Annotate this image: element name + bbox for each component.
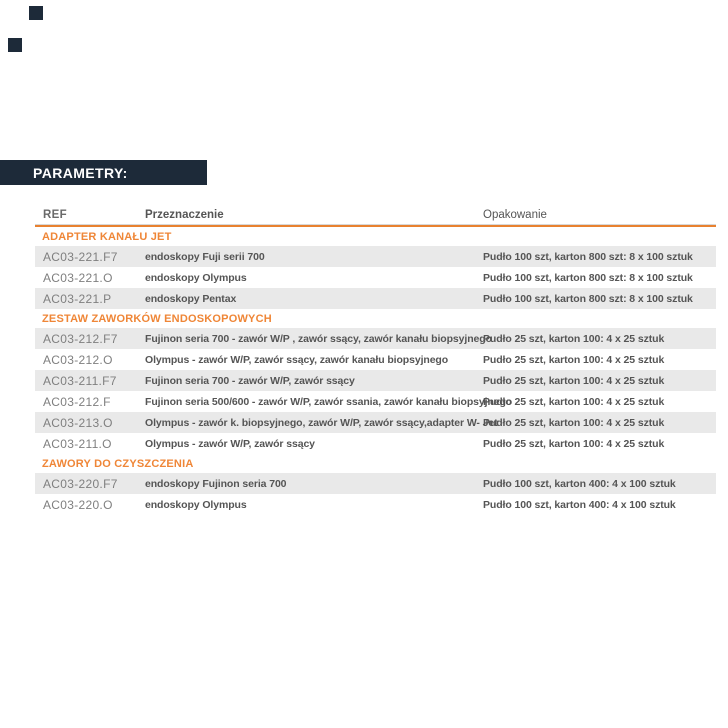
cell-ref: AC03-221.O (43, 270, 113, 285)
table-row: AC03-221.O endoskopy Olympus Pudło 100 szt… (35, 267, 716, 288)
table-header-row: REF Przeznaczenie Opakowanie (35, 200, 716, 225)
decor-square-left (8, 38, 22, 52)
cell-ref: AC03-221.P (43, 291, 112, 306)
cell-ref: AC03-213.O (43, 415, 113, 430)
table-row: AC03-221.F7 endoskopy Fuji serii 700 Pudło… (35, 246, 716, 267)
cell-pack: Pudło 100 szt, karton 400: 4 x 100 sztuk (483, 477, 676, 490)
cell-purpose: endoskopy Olympus (145, 271, 247, 284)
cell-pack: Pudło 100 szt, karton 800 szt: 8 x 100 s… (483, 250, 693, 263)
cell-pack: Pudło 25 szt, karton 100: 4 x 25 sztuk (483, 395, 665, 408)
section-header: ADAPTER KANAŁU JET (42, 230, 172, 243)
cell-purpose: Olympus - zawór k. biopsyjnego, zawór W/… (145, 416, 498, 429)
cell-pack: Pudło 25 szt, karton 100: 4 x 25 sztuk (483, 416, 665, 429)
cell-purpose: endoskopy Fuji serii 700 (145, 250, 265, 263)
column-header-packaging: Opakowanie (483, 209, 547, 221)
cell-purpose: Fujinon seria 700 - zawór W/P, zawór ssą… (145, 374, 355, 387)
cell-purpose: Olympus - zawór W/P, zawór ssący, zawór … (145, 353, 449, 366)
column-header-purpose: Przeznaczenie (145, 209, 224, 221)
cell-pack: Pudło 25 szt, karton 100: 4 x 25 sztuk (483, 332, 665, 345)
cell-purpose: Olympus - zawór W/P, zawór ssący (145, 437, 315, 450)
cell-purpose: endoskopy Olympus (145, 498, 247, 511)
parameters-title: PARAMETRY: (33, 164, 128, 181)
parameters-table: REF Przeznaczenie Opakowanie ADAPTER KAN… (35, 200, 716, 515)
cell-pack: Pudło 100 szt, karton 800 szt: 8 x 100 s… (483, 292, 693, 305)
table-row: AC03-212.F Fujinon seria 500/600 - zawór … (35, 391, 716, 412)
cell-purpose: endoskopy Pentax (145, 292, 237, 305)
section-header: ZAWORY DO CZYSZCZENIA (42, 457, 194, 470)
cell-ref: AC03-221.F7 (43, 249, 118, 264)
table-row: AC03-212.F7 Fujinon seria 700 - zawór W/P… (35, 328, 716, 349)
table-row: AC03-211.O Olympus - zawór W/P, zawór ssą… (35, 433, 716, 454)
decor-square-top (29, 6, 43, 20)
cell-ref: AC03-212.F (43, 394, 111, 409)
header-accent-line (35, 225, 716, 227)
cell-pack: Pudło 25 szt, karton 100: 4 x 25 sztuk (483, 353, 665, 366)
cell-ref: AC03-212.F7 (43, 331, 118, 346)
table-row: AC03-212.O Olympus - zawór W/P, zawór ssą… (35, 349, 716, 370)
table-row: AC03-220.O endoskopy Olympus Pudło 100 szt… (35, 494, 716, 515)
cell-purpose: endoskopy Fujinon seria 700 (145, 477, 287, 490)
column-header-ref: REF (43, 209, 67, 221)
cell-ref: AC03-211.O (43, 436, 112, 451)
table-row: AC03-213.O Olympus - zawór k. biopsyjnego… (35, 412, 716, 433)
cell-pack: Pudło 100 szt, karton 800 szt: 8 x 100 s… (483, 271, 693, 284)
cell-ref: AC03-211.F7 (43, 373, 117, 388)
table-row: AC03-220.F7 endoskopy Fujinon seria 700 Pu… (35, 473, 716, 494)
cell-purpose: Fujinon seria 700 - zawór W/P , zawór ss… (145, 332, 492, 345)
table-body: ADAPTER KANAŁU JET AC03-221.F7 endoskopy F… (35, 227, 716, 515)
cell-ref: AC03-220.O (43, 497, 113, 512)
cell-pack: Pudło 25 szt, karton 100: 4 x 25 sztuk (483, 374, 665, 387)
cell-purpose: Fujinon seria 500/600 - zawór W/P, zawór… (145, 395, 513, 408)
table-row: AC03-211.F7 Fujinon seria 700 - zawór W/P… (35, 370, 716, 391)
cell-pack: Pudło 100 szt, karton 400: 4 x 100 sztuk (483, 498, 676, 511)
cell-pack: Pudło 25 szt, karton 100: 4 x 25 sztuk (483, 437, 665, 450)
cell-ref: AC03-212.O (43, 352, 113, 367)
table-row: AC03-221.P endoskopy Pentax Pudło 100 szt,… (35, 288, 716, 309)
cell-ref: AC03-220.F7 (43, 476, 118, 491)
section-header: ZESTAW ZAWORKÓW ENDOSKOPOWYCH (42, 312, 272, 325)
parameters-header-bar: PARAMETRY: (0, 160, 207, 185)
